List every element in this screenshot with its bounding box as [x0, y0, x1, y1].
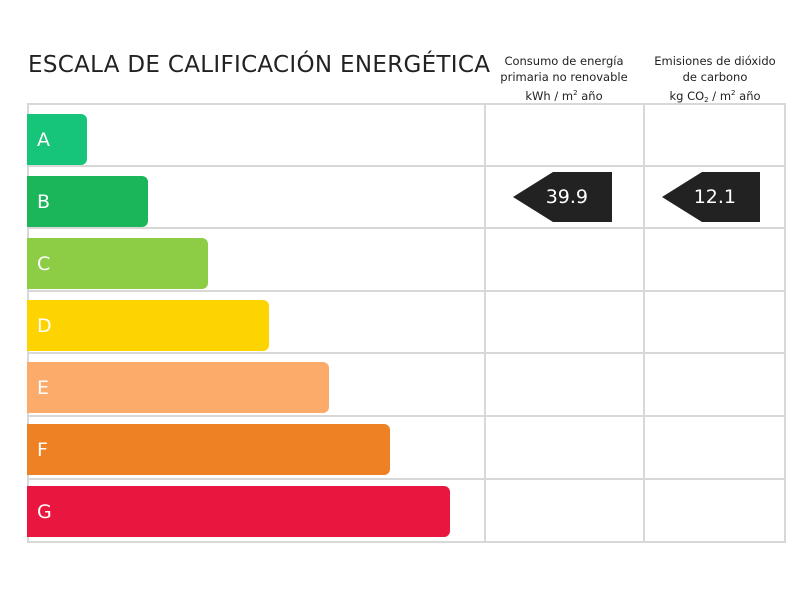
energy-class-g-label: G	[37, 500, 52, 523]
primary-energy-unit: kWh / m2 año	[525, 89, 603, 103]
energy-class-a-label: A	[37, 128, 50, 151]
energy-class-b-label: B	[37, 190, 51, 213]
energy-class-d-label: D	[37, 314, 52, 337]
column-divider	[484, 103, 486, 543]
primary-energy-header-line1: Consumo de energía	[504, 54, 624, 68]
row-divider	[27, 415, 786, 417]
energy-class-d-bar: D	[27, 300, 269, 351]
co2-header-line2: de carbono	[682, 70, 748, 84]
energy-class-c-bar: C	[27, 238, 208, 289]
row-divider	[27, 352, 786, 354]
row-divider	[27, 478, 786, 480]
co2-header: Emisiones de dióxido de carbono kg CO2 /…	[644, 53, 786, 108]
co2-unit: kg CO2 / m2 año	[669, 89, 761, 104]
primary-energy-header: Consumo de energía primaria no renovable…	[486, 53, 642, 104]
energy-class-f-bar: F	[27, 424, 390, 475]
co2-header-line1: Emisiones de dióxido	[654, 54, 776, 68]
energy-class-f-label: F	[37, 438, 48, 461]
column-divider	[643, 103, 645, 543]
energy-class-c-label: C	[37, 252, 51, 275]
row-divider	[27, 290, 786, 292]
energy-class-a-bar: A	[27, 114, 87, 165]
row-divider	[27, 165, 786, 167]
energy-class-e-label: E	[37, 376, 50, 399]
energy-class-b-bar: B	[27, 176, 148, 227]
energy-class-g-bar: G	[27, 486, 450, 537]
row-divider	[27, 227, 786, 229]
primary-energy-header-line2: primaria no renovable	[500, 70, 628, 84]
energy-class-e-bar: E	[27, 362, 329, 413]
page-title: ESCALA DE CALIFICACIÓN ENERGÉTICA	[28, 52, 491, 78]
